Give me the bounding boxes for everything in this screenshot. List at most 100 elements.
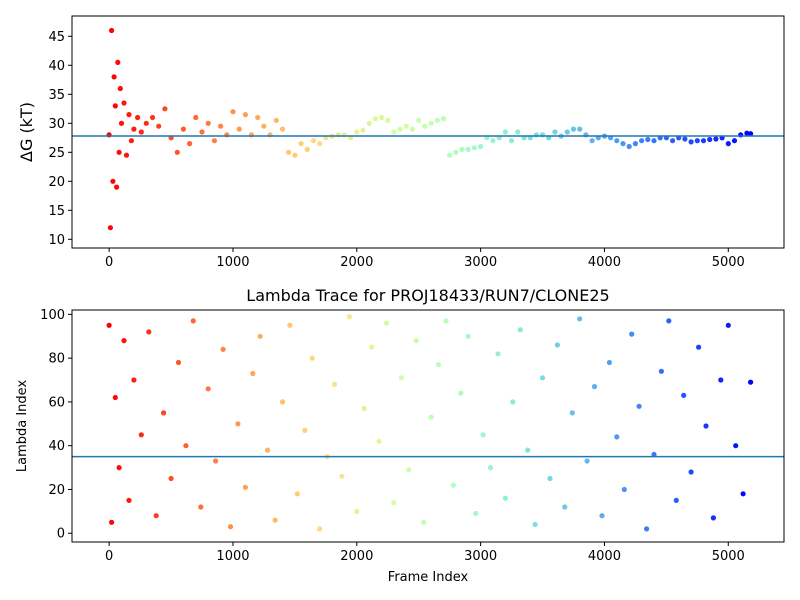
free-energy-point — [317, 141, 323, 147]
lambda-trace-point — [487, 465, 494, 471]
free-energy-point — [694, 138, 700, 144]
lambda-trace-point — [227, 524, 234, 530]
free-energy-point — [162, 106, 168, 112]
free-energy-point — [107, 225, 113, 231]
free-energy-point — [409, 126, 416, 132]
lambda-trace-point — [361, 405, 367, 412]
free-energy-point — [193, 114, 199, 121]
free-energy-point — [731, 138, 738, 144]
lambda-trace-y-tick-label: 20 — [48, 483, 65, 498]
free-energy-point — [236, 126, 242, 132]
lambda-trace-x-tick-label: 1000 — [216, 549, 249, 564]
lambda-trace-point — [688, 469, 694, 475]
lambda-trace-point — [138, 432, 144, 438]
lambda-trace-point — [250, 370, 256, 377]
free-energy-point — [502, 129, 508, 135]
free-energy-point — [110, 178, 116, 184]
lambda-trace-y-tick-label: 60 — [48, 395, 65, 410]
free-energy-point — [366, 120, 372, 126]
free-energy-point — [242, 112, 248, 118]
free-energy-point — [707, 136, 713, 143]
lambda-trace-point — [369, 344, 375, 350]
free-energy-point — [255, 114, 261, 121]
lambda-trace-point — [398, 375, 404, 381]
free-energy-y-tick-label: 25 — [48, 146, 65, 161]
free-energy-point — [748, 131, 754, 137]
lambda-trace-point — [539, 375, 546, 381]
free-energy-point — [453, 149, 459, 155]
lambda-trace-point — [116, 465, 122, 471]
free-energy-point — [310, 138, 317, 144]
free-energy-point — [131, 126, 137, 132]
free-energy-point — [670, 138, 676, 144]
lambda-trace-point — [220, 346, 226, 352]
free-energy-point — [725, 141, 731, 147]
lambda-trace-point — [131, 377, 137, 383]
free-energy-point — [199, 129, 205, 135]
free-energy-point — [639, 138, 645, 144]
lambda-trace-x-tick-label: 2000 — [340, 549, 373, 564]
free-energy-point — [447, 152, 453, 158]
free-energy-point — [713, 136, 719, 142]
lambda-trace-point — [480, 432, 486, 438]
lambda-trace-point — [725, 322, 731, 328]
lambda-trace-point — [279, 399, 286, 405]
lambda-trace-panel: Lambda Trace for PROJ18433/RUN7/CLONE25 … — [15, 286, 785, 585]
free-energy-point — [292, 152, 298, 158]
free-energy-x-tick-label: 2000 — [340, 255, 373, 270]
free-energy-point — [428, 120, 434, 126]
lambda-trace-axes-frame — [71, 309, 785, 543]
lambda-trace-point — [554, 342, 561, 348]
free-energy-point — [509, 138, 515, 144]
free-energy-point — [434, 117, 440, 123]
lambda-trace-point — [502, 495, 508, 501]
lambda-trace-point — [161, 410, 167, 416]
free-energy-x-tick-label: 0 — [105, 255, 113, 270]
free-energy-point — [700, 138, 707, 144]
lambda-trace-x-ticks: 0 1000 2000 3000 4000 5000 — [105, 542, 745, 564]
lambda-trace-point — [190, 318, 196, 324]
lambda-trace-y-tick-label: 0 — [57, 527, 65, 542]
lambda-trace-point — [547, 475, 553, 482]
free-energy-point — [403, 123, 409, 129]
lambda-trace-point — [443, 318, 449, 324]
free-energy-point — [117, 85, 123, 92]
free-energy-y-tick-label: 20 — [48, 175, 65, 190]
lambda-trace-title: Lambda Trace for PROJ18433/RUN7/CLONE25 — [246, 286, 609, 305]
lambda-trace-point — [339, 473, 345, 479]
free-energy-x-tick-label: 1000 — [216, 255, 249, 270]
lambda-trace-y-tick-label: 40 — [48, 439, 65, 454]
free-energy-point — [391, 129, 397, 135]
free-energy-point — [118, 120, 125, 126]
lambda-trace-point — [591, 384, 598, 390]
free-energy-point — [126, 112, 132, 118]
free-energy-point — [180, 126, 186, 132]
free-energy-point — [115, 59, 121, 65]
free-energy-point — [589, 138, 595, 144]
lambda-trace-y-tick-label: 80 — [48, 352, 65, 367]
free-energy-point — [552, 129, 558, 135]
free-energy-point — [688, 139, 694, 145]
free-energy-point — [379, 114, 385, 121]
lambda-trace-point — [666, 318, 672, 324]
free-energy-points — [106, 27, 754, 231]
lambda-trace-point — [525, 447, 531, 453]
lambda-trace-point — [450, 482, 456, 488]
lambda-trace-point — [748, 379, 754, 385]
lambda-trace-point — [146, 329, 152, 335]
lambda-trace-point — [703, 423, 709, 429]
lambda-trace-point — [153, 513, 159, 519]
free-energy-point — [187, 141, 193, 147]
lambda-trace-x-axis-label: Frame Index — [388, 570, 469, 585]
free-energy-x-tick-label: 5000 — [712, 255, 745, 270]
lambda-trace-point — [106, 322, 112, 328]
free-energy-point — [109, 27, 115, 34]
lambda-trace-point — [168, 475, 174, 482]
free-energy-point — [577, 126, 583, 132]
lambda-trace-y-axis-label: Lambda Index — [15, 380, 30, 473]
lambda-trace-point — [569, 410, 575, 416]
lambda-trace-point — [175, 359, 182, 366]
free-energy-point — [138, 129, 144, 135]
lambda-trace-x-tick-label: 0 — [105, 549, 113, 564]
lambda-trace-point — [287, 322, 293, 328]
